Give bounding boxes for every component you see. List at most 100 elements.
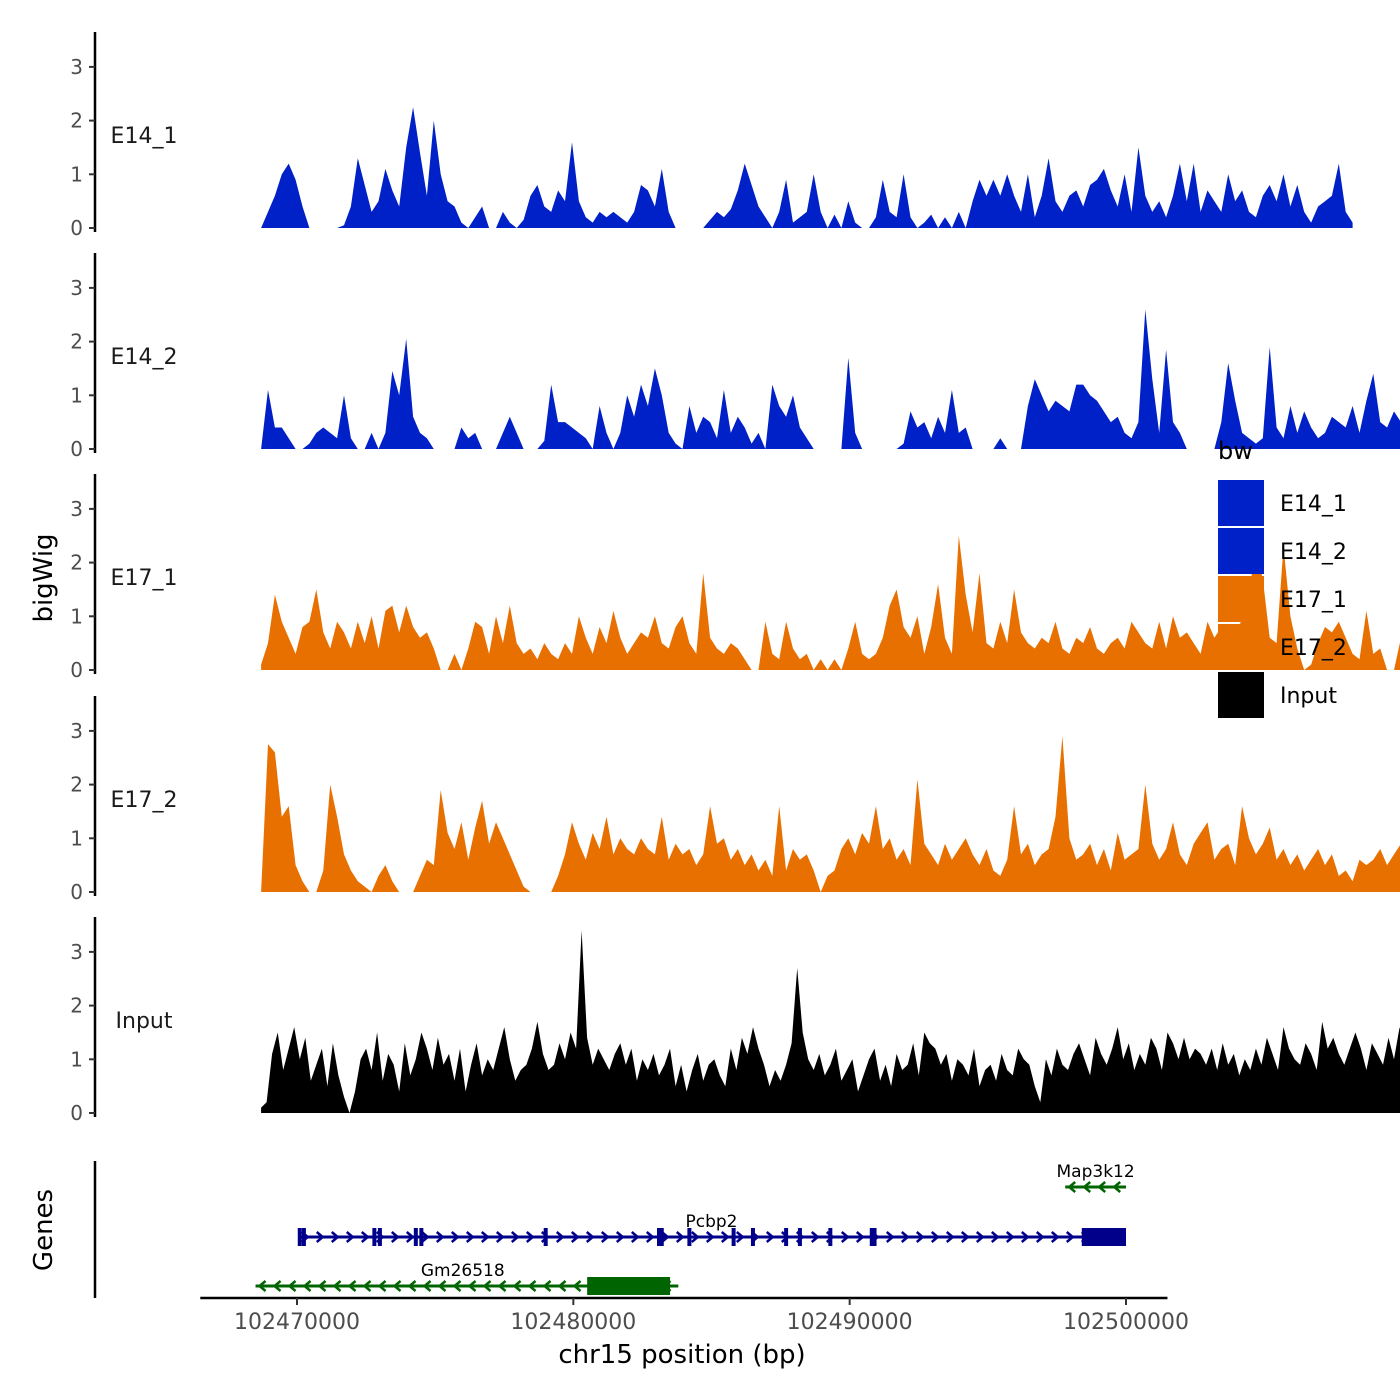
exon-mark [377,1228,382,1246]
strand-chevron [392,1280,402,1292]
strand-chevron [257,1280,267,1292]
strand-chevron [510,1231,520,1243]
strand-chevron [915,1231,925,1243]
strand-chevron [1050,1231,1060,1243]
legend-label: Input [1280,684,1337,709]
strand-chevron [735,1231,745,1243]
x-tick-label: 102500000 [1063,1310,1189,1335]
y-axis-title: bigWig [29,533,59,622]
y-tick-label: 3 [70,276,83,300]
strand-chevron [600,1231,610,1243]
gene-label: Gm26518 [421,1261,505,1281]
track-label: E17_2 [111,788,178,813]
strand-chevron [557,1280,567,1292]
y-tick-label: 0 [70,1101,83,1125]
track-e17-2: 0 1 2 3 E17_2 [70,696,1400,904]
y-tick-label: 2 [70,551,83,575]
y-tick-label: 1 [70,383,83,407]
strand-chevron [570,1231,580,1243]
strand-chevron [437,1280,447,1292]
exon-mark [687,1228,692,1246]
strand-chevron [495,1231,505,1243]
y-tick-label: 2 [70,109,83,133]
strand-chevron [332,1280,342,1292]
exon-mark [872,1228,877,1246]
signal-area-e14_2 [261,309,1400,449]
y-tick-label: 1 [70,826,83,850]
y-tick-label: 1 [70,1047,83,1071]
strand-chevron [317,1280,327,1292]
legend-swatch [1218,672,1264,718]
exon-mark [297,1228,302,1246]
exon-mark [731,1228,736,1246]
y-tick-label: 1 [70,162,83,186]
y-tick-label: 0 [70,880,83,904]
strand-chevron [435,1231,445,1243]
strand-chevron [1065,1231,1075,1243]
strand-chevron [930,1231,940,1243]
track-e17-1: 0 1 2 3 E17_1 [70,474,1400,682]
strand-chevron [362,1280,372,1292]
signal-area-e17_2 [261,736,1400,892]
strand-chevron [855,1231,865,1243]
strand-chevron [345,1231,355,1243]
signal-area-e14_1 [261,107,1353,228]
strand-chevron [720,1231,730,1243]
legend-title: bw [1218,437,1253,465]
exon-mark [659,1228,664,1246]
track-input: 0 1 2 3 Input [70,917,1400,1125]
strand-chevron [975,1231,985,1243]
strand-chevron [1067,1181,1077,1193]
track-label: E17_1 [111,566,178,591]
strand-chevron [420,1231,430,1243]
x-axis-title: chr15 position (bp) [558,1340,805,1370]
strand-chevron [660,1231,670,1243]
track-e14-1: 0 1 2 3 E14_1 [70,32,1353,240]
legend-label: E17_2 [1280,636,1347,661]
x-axis: 102470000 102480000 102490000 102500000 [200,1296,1189,1335]
strand-chevron [615,1231,625,1243]
strand-chevron [555,1231,565,1243]
strand-chevron [452,1280,462,1292]
strand-chevron [765,1231,775,1243]
strand-chevron [450,1231,460,1243]
strand-chevron [272,1280,282,1292]
legend-label: E17_1 [1280,588,1347,613]
strand-chevron [900,1231,910,1243]
x-tick-label: 102470000 [234,1310,360,1335]
strand-chevron [1097,1181,1107,1193]
y-tick-label: 0 [70,658,83,682]
gene-label: Pcbp2 [686,1212,738,1232]
x-tick-label: 102490000 [787,1310,913,1335]
exon-block [587,1277,671,1295]
strand-chevron [360,1231,370,1243]
signal-area-e17_1 [261,535,1400,670]
strand-chevron [527,1280,537,1292]
strand-chevron [465,1231,475,1243]
gene-track: Pcbp2 Gm26518 Map3k12 [93,1161,1135,1298]
strand-chevron [1112,1181,1122,1193]
strand-chevron [810,1231,820,1243]
strand-chevron [885,1231,895,1243]
track-e14-2: 0 1 2 3 E14_2 [70,253,1400,461]
strand-chevron [525,1231,535,1243]
legend-swatch [1218,480,1264,526]
y-tick-label: 3 [70,719,83,743]
exon-mark [656,1228,661,1246]
strand-chevron [407,1280,417,1292]
gene-label: Map3k12 [1057,1162,1135,1182]
signal-area-input [261,930,1400,1113]
strand-chevron [572,1280,582,1292]
legend-swatch [1218,576,1264,622]
strand-chevron [512,1280,522,1292]
track-label: Input [116,1009,173,1034]
strand-chevron [1035,1231,1045,1243]
strand-chevron [960,1231,970,1243]
y-tick-label: 3 [70,55,83,79]
exon-mark [372,1228,377,1246]
gene-pcbp2: Pcbp2 [297,1212,1126,1246]
strand-chevron [377,1280,387,1292]
strand-chevron [497,1280,507,1292]
exon-mark [784,1228,789,1246]
